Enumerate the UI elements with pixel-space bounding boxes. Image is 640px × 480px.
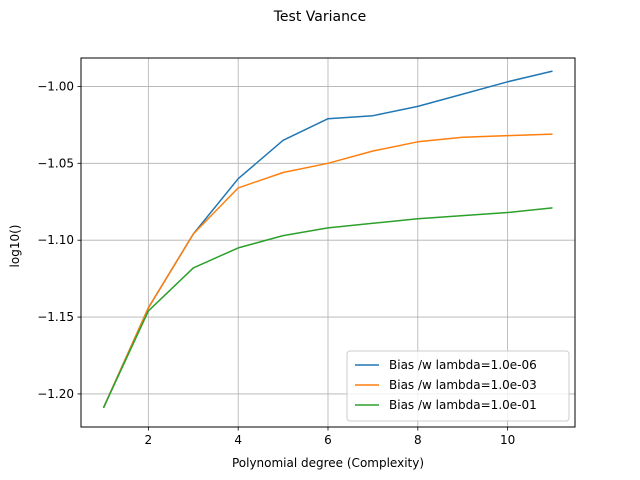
series-layer: [102, 70, 553, 409]
legend-box: [346, 350, 570, 422]
series-line-3: [102, 207, 553, 409]
y-tick-label: −1.20: [37, 387, 74, 401]
x-tick-label: 6: [324, 433, 332, 447]
y-tick-label: −1.15: [37, 310, 74, 324]
legend-label-2: Bias /w lambda=1.0e-03: [389, 378, 537, 392]
y-axis: −1.20 −1.15 −1.10 −1.05 −1.00: [37, 79, 81, 401]
y-tick-label: −1.10: [37, 233, 74, 247]
x-tick-label: 4: [234, 433, 242, 447]
y-tick-label: −1.00: [37, 79, 74, 93]
x-axis: 2 4 6 8 10: [145, 427, 515, 447]
legend-label-1: Bias /w lambda=1.0e-06: [389, 358, 537, 372]
chart-title: Test Variance: [273, 9, 367, 25]
legend: Bias /w lambda=1.0e-06 Bias /w lambda=1.0…: [346, 350, 570, 422]
x-tick-label: 2: [145, 433, 153, 447]
x-tick-label: 10: [500, 433, 515, 447]
x-axis-label: Polynomial degree (Complexity): [232, 456, 424, 470]
legend-label-3: Bias /w lambda=1.0e-01: [389, 398, 537, 412]
y-tick-label: −1.05: [37, 156, 74, 170]
y-axis-label: log10(): [8, 225, 22, 268]
series-line-2: [102, 133, 553, 409]
x-tick-label: 8: [414, 433, 422, 447]
